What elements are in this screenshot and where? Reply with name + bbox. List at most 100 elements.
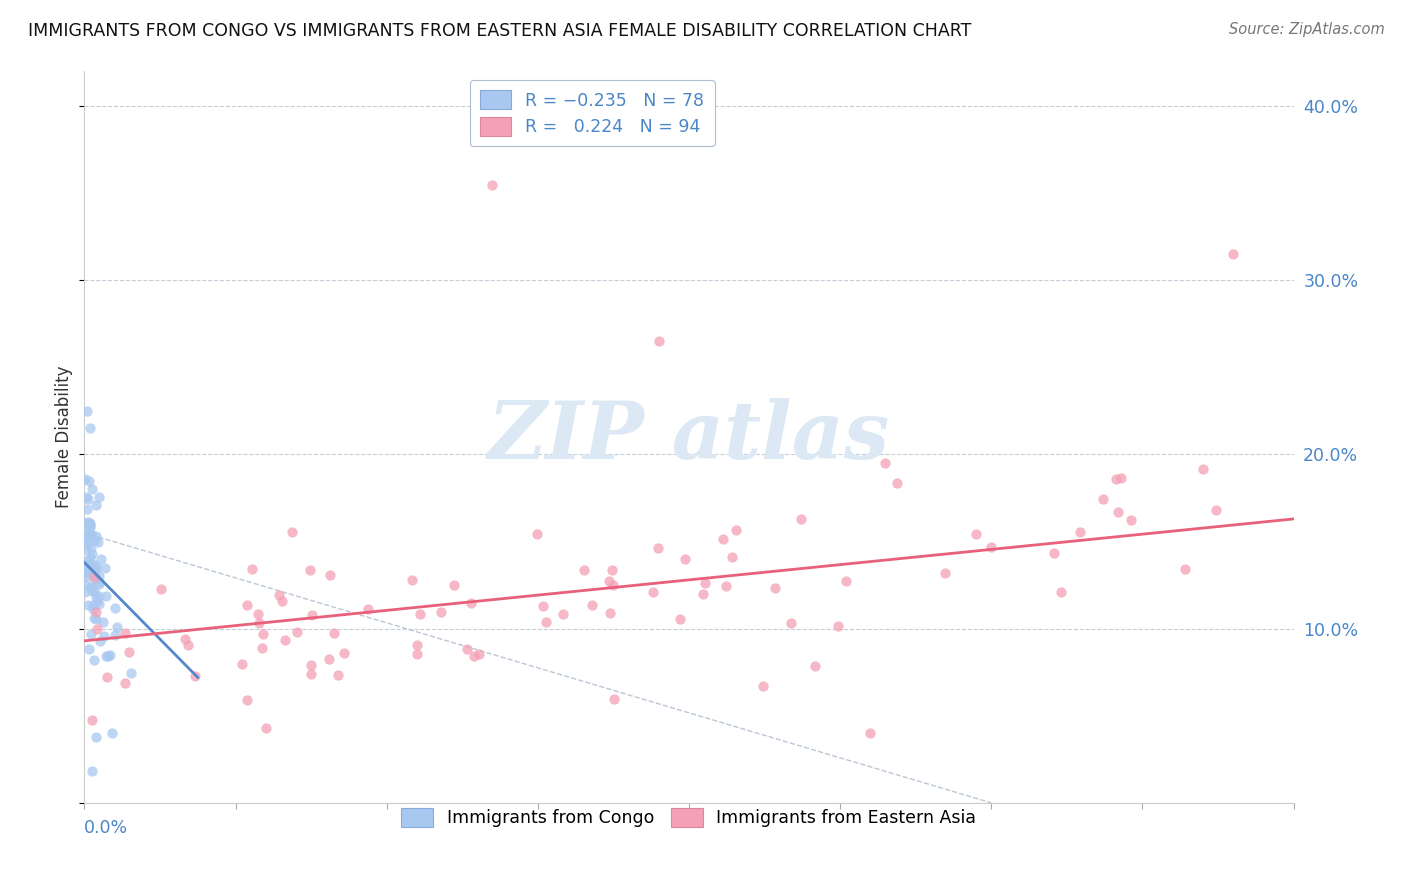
Point [827, 619, 849, 633]
Point [481, 178, 503, 192]
Point [456, 642, 478, 657]
Point [859, 726, 882, 740]
Point [104, 628, 127, 642]
Point [76, 530, 98, 544]
Point [80, 547, 103, 561]
Point [401, 573, 423, 587]
Point [75, 490, 97, 504]
Point [83, 583, 105, 598]
Point [79, 526, 101, 541]
Point [598, 574, 620, 588]
Point [89, 634, 111, 648]
Point [281, 525, 304, 540]
Point [602, 578, 624, 592]
Point [120, 666, 142, 681]
Point [80, 584, 103, 599]
Point [581, 598, 603, 612]
Point [87, 490, 110, 504]
Point [105, 620, 128, 634]
Point [84, 529, 107, 543]
Point [94, 560, 117, 574]
Point [98, 648, 121, 662]
Point [1192, 462, 1215, 476]
Point [1050, 585, 1073, 599]
Point [80, 764, 103, 779]
Point [83, 533, 105, 547]
Text: ZIP atlas: ZIP atlas [488, 399, 890, 475]
Point [84, 612, 107, 626]
Point [174, 632, 197, 646]
Point [531, 599, 554, 613]
Point [1119, 513, 1142, 527]
Point [149, 582, 172, 596]
Point [934, 566, 956, 580]
Point [406, 638, 429, 652]
Point [76, 599, 98, 613]
Point [463, 649, 485, 664]
Point [76, 404, 98, 418]
Text: 0.0%: 0.0% [84, 819, 128, 837]
Point [84, 498, 107, 512]
Point [75, 541, 97, 556]
Point [693, 576, 716, 591]
Point [79, 516, 101, 530]
Point [1205, 503, 1227, 517]
Point [673, 552, 696, 566]
Point [643, 585, 665, 599]
Point [692, 587, 714, 601]
Point [104, 600, 127, 615]
Point [80, 580, 103, 594]
Point [80, 541, 103, 555]
Point [84, 571, 107, 585]
Point [91, 615, 114, 629]
Point [80, 483, 103, 497]
Point [79, 557, 101, 571]
Point [79, 518, 101, 533]
Point [93, 629, 115, 643]
Point [780, 616, 803, 631]
Point [536, 615, 558, 630]
Point [87, 568, 110, 582]
Point [75, 584, 97, 599]
Point [77, 491, 100, 506]
Point [790, 512, 813, 526]
Point [75, 566, 97, 580]
Point [647, 541, 669, 555]
Point [79, 421, 101, 435]
Point [94, 589, 117, 603]
Point [274, 632, 297, 647]
Point [79, 627, 101, 641]
Point [322, 626, 344, 640]
Point [965, 527, 987, 541]
Point [75, 560, 97, 574]
Point [328, 667, 350, 681]
Point [87, 589, 110, 603]
Point [1222, 247, 1244, 261]
Point [299, 657, 322, 672]
Text: IMMIGRANTS FROM CONGO VS IMMIGRANTS FROM EASTERN ASIA FEMALE DISABILITY CORRELAT: IMMIGRANTS FROM CONGO VS IMMIGRANTS FROM… [28, 22, 972, 40]
Point [75, 577, 97, 591]
Point [406, 648, 429, 662]
Point [602, 563, 624, 577]
Point [235, 598, 257, 612]
Point [77, 641, 100, 656]
Point [408, 607, 430, 621]
Point [75, 533, 97, 547]
Point [250, 641, 273, 656]
Point [443, 578, 465, 592]
Point [83, 562, 105, 576]
Point [76, 554, 98, 568]
Point [572, 563, 595, 577]
Point [87, 577, 110, 591]
Point [80, 713, 103, 727]
Point [429, 605, 451, 619]
Point [83, 652, 105, 666]
Point [89, 574, 111, 589]
Point [1092, 492, 1115, 507]
Point [599, 606, 621, 620]
Legend: Immigrants from Congo, Immigrants from Eastern Asia: Immigrants from Congo, Immigrants from E… [395, 801, 983, 834]
Point [83, 611, 105, 625]
Point [711, 532, 734, 546]
Point [80, 529, 103, 543]
Point [114, 676, 136, 690]
